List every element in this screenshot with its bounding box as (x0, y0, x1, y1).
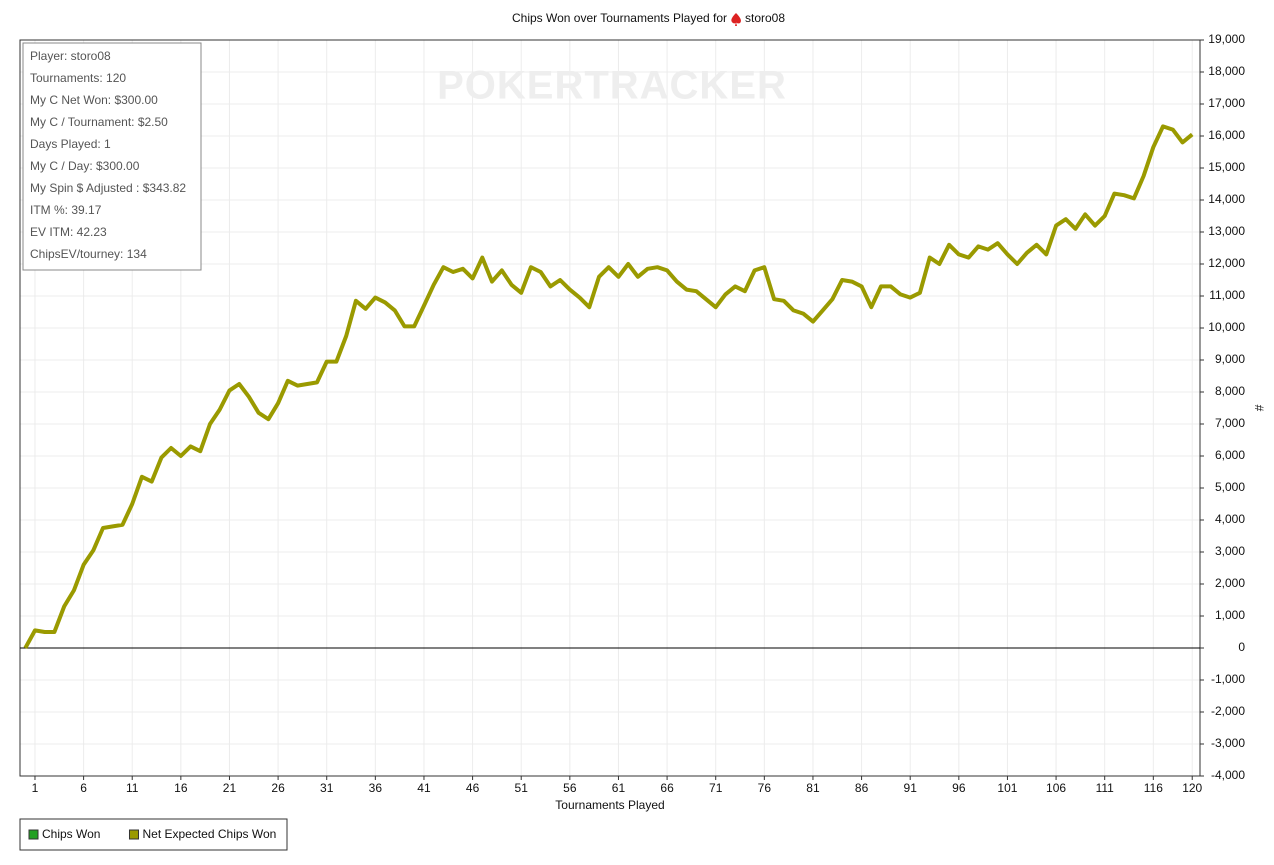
x-tick-label: 21 (223, 781, 237, 795)
y-tick-label: 12,000 (1208, 256, 1245, 270)
y-tick-label: 17,000 (1208, 96, 1245, 110)
grid (20, 39, 1200, 777)
chart-title: Chips Won over Tournaments Played for (512, 11, 727, 25)
info-line: ITM %: 39.17 (30, 203, 102, 217)
x-tick-label: 86 (855, 781, 869, 795)
x-tick-label: 81 (806, 781, 820, 795)
info-line: ChipsEV/tourney: 134 (30, 247, 147, 261)
watermark: POKERTRACKER (437, 64, 787, 108)
info-line: My Spin $ Adjusted : $343.82 (30, 181, 186, 195)
y-tick-label: 11,000 (1209, 288, 1245, 302)
y-tick-label: -4,000 (1211, 768, 1245, 782)
y-tick-label: 13,000 (1208, 224, 1245, 238)
info-line: Player: storo08 (30, 49, 111, 63)
y-tick-label: -2,000 (1211, 704, 1245, 718)
legend-swatch (128, 829, 139, 840)
info-frame (22, 42, 202, 271)
x-tick-label: 6 (80, 781, 87, 795)
info-line: EV ITM: 42.23 (30, 225, 107, 239)
y-tick-label: 5,000 (1215, 480, 1245, 494)
y-tick-label: 9,000 (1215, 352, 1245, 366)
y-tick-label: 16,000 (1208, 128, 1245, 142)
legend-frame (19, 818, 288, 851)
info-line: My C / Day: $300.00 (30, 159, 140, 173)
plot-frame (19, 39, 1201, 777)
x-tick-label: 16 (174, 781, 188, 795)
y-tick-label: 2,000 (1215, 576, 1245, 590)
x-tick-label: 91 (904, 781, 918, 795)
y-axis-label: # (1252, 405, 1266, 412)
info-line: My C Net Won: $300.00 (30, 93, 158, 107)
x-tick-label: 56 (563, 781, 577, 795)
chart-title-player: storo08 (745, 11, 785, 25)
x-tick-label: 46 (466, 781, 480, 795)
y-tick-label: 7,000 (1215, 416, 1245, 430)
y-tick-label: 3,000 (1215, 544, 1245, 558)
y-tick-label: 10,000 (1208, 320, 1245, 334)
x-tick-label: 31 (320, 781, 334, 795)
x-tick-label: 101 (997, 781, 1017, 795)
x-axis-label: Tournaments Played (555, 798, 664, 812)
legend-label: Net Expected Chips Won (142, 827, 276, 841)
y-tick-label: 4,000 (1215, 512, 1245, 526)
x-tick-label: 36 (369, 781, 383, 795)
x-tick-label: 11 (126, 781, 139, 795)
x-tick-label: 61 (612, 781, 626, 795)
info-line: My C / Tournament: $2.50 (30, 115, 168, 129)
info-box: Player: storo08 Tournaments: 120 My C Net … (22, 42, 202, 271)
x-tick-label: 111 (1096, 781, 1115, 795)
series-line (23, 124, 1194, 649)
y-tick-label: 6,000 (1215, 448, 1245, 462)
x-tick-label: 120 (1182, 781, 1202, 795)
x-tick-label: 116 (1144, 781, 1163, 795)
x-tick-label: 51 (515, 781, 529, 795)
x-tick-label: 96 (952, 781, 966, 795)
x-tick-label: 106 (1046, 781, 1066, 795)
y-tick-label: 14,000 (1208, 192, 1245, 206)
info-line: Days Played: 1 (30, 137, 111, 151)
y-tick-label: -3,000 (1211, 736, 1245, 750)
y-tick-label: 18,000 (1208, 64, 1245, 78)
y-tick-label: 8,000 (1215, 384, 1245, 398)
legend-label: Chips Won (42, 827, 100, 841)
x-tick-label: 26 (271, 781, 285, 795)
info-line: Tournaments: 120 (30, 71, 126, 85)
y-tick-label: 0 (1238, 640, 1245, 654)
spade-icon (731, 13, 741, 26)
y-tick-label: 1,000 (1215, 608, 1245, 622)
x-tick-label: 66 (660, 781, 674, 795)
x-tick-label: 41 (417, 781, 431, 795)
y-tick-label: 19,000 (1208, 32, 1245, 46)
y-tick-label: -1,000 (1211, 672, 1245, 686)
x-tick-label: 76 (758, 781, 772, 795)
x-tick-label: 71 (709, 781, 723, 795)
x-tick-label: 1 (32, 781, 39, 795)
y-tick-label: 15,000 (1208, 160, 1245, 174)
legend: Chips Won Net Expected Chips Won (28, 827, 276, 841)
legend-swatch (28, 829, 39, 840)
